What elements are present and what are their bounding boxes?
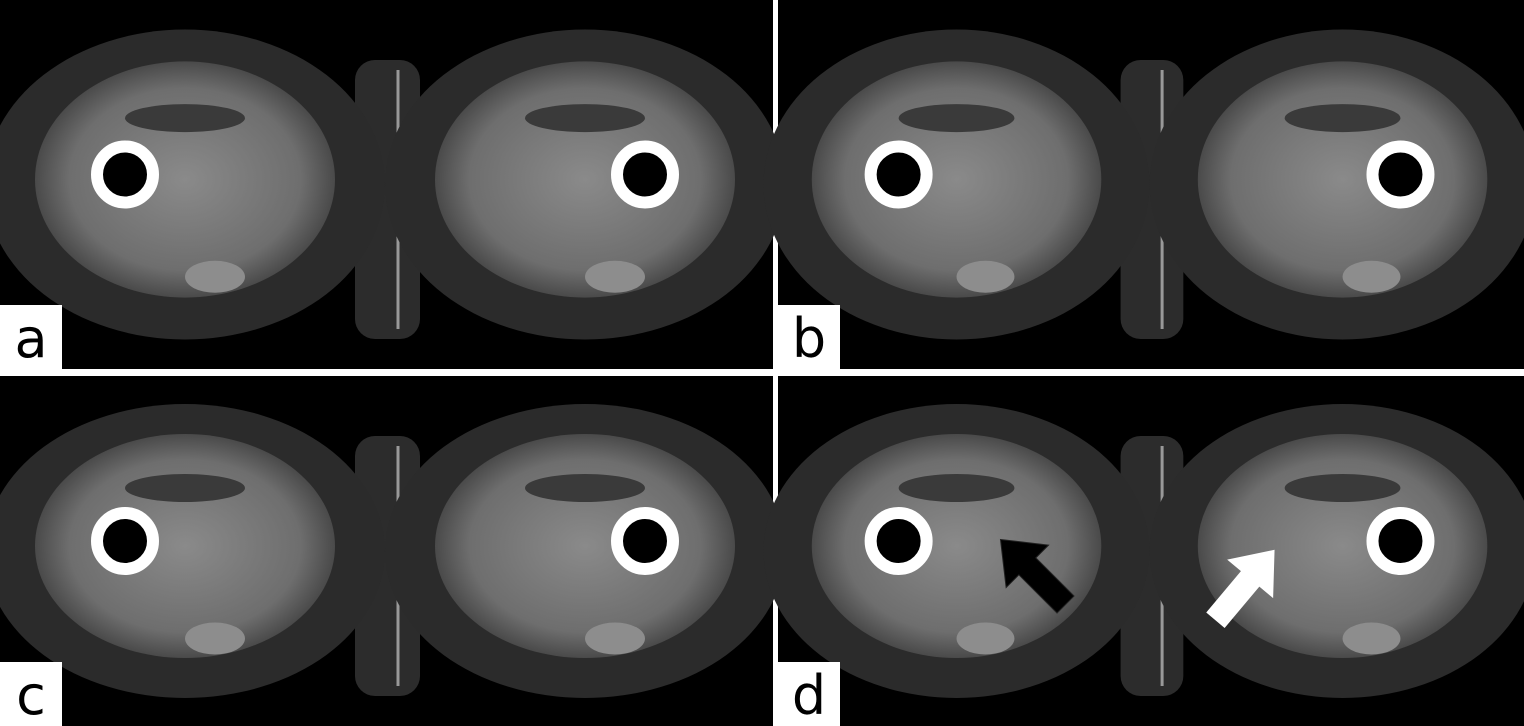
femur-ring [864, 507, 933, 575]
panel: d [763, 376, 1524, 726]
thigh-muscle [35, 434, 335, 658]
label-box [0, 305, 62, 369]
muscle-lobe [185, 260, 245, 293]
muscle-lobe [956, 622, 1015, 655]
fat-strand [898, 104, 1015, 133]
femur-ring [611, 140, 679, 209]
fat-strand [525, 474, 645, 502]
white-arrow [1206, 549, 1275, 628]
thigh-muscle [811, 61, 1102, 298]
muscle-lobe [956, 260, 1015, 293]
fat-strand [125, 104, 245, 133]
panel-label: c [16, 664, 46, 726]
label-box [0, 662, 62, 726]
panel: a [0, 0, 785, 370]
label-box [778, 662, 840, 726]
muscle-lobe [1342, 260, 1401, 293]
fat-strand [898, 474, 1015, 502]
muscle-lobe [1342, 622, 1401, 655]
panel-label: d [792, 664, 826, 726]
femur-ring [1366, 507, 1435, 575]
femur-ring [1366, 140, 1435, 209]
thigh-muscle [435, 434, 735, 658]
muscle-lobe [185, 622, 245, 655]
fat-strand [125, 474, 245, 502]
thigh-muscle [435, 61, 735, 298]
femur-ring [91, 507, 159, 575]
femur-ring [611, 507, 679, 575]
thigh-muscle [1197, 434, 1488, 658]
panel: c [0, 376, 785, 726]
thigh-muscle [1197, 61, 1488, 298]
femur-ring [864, 140, 933, 209]
panel-label: b [792, 307, 826, 370]
muscle-lobe [585, 622, 645, 655]
panel: b [763, 0, 1524, 370]
muscle-lobe [585, 260, 645, 293]
femur-ring [91, 140, 159, 209]
fat-strand [1284, 474, 1401, 502]
label-box [778, 305, 840, 369]
fat-strand [525, 104, 645, 133]
thigh-muscle [811, 434, 1102, 658]
panel-label: a [14, 307, 47, 370]
black-arrow [999, 538, 1075, 614]
fat-strand [1284, 104, 1401, 133]
thigh-muscle [35, 61, 335, 298]
arrows [999, 538, 1275, 628]
